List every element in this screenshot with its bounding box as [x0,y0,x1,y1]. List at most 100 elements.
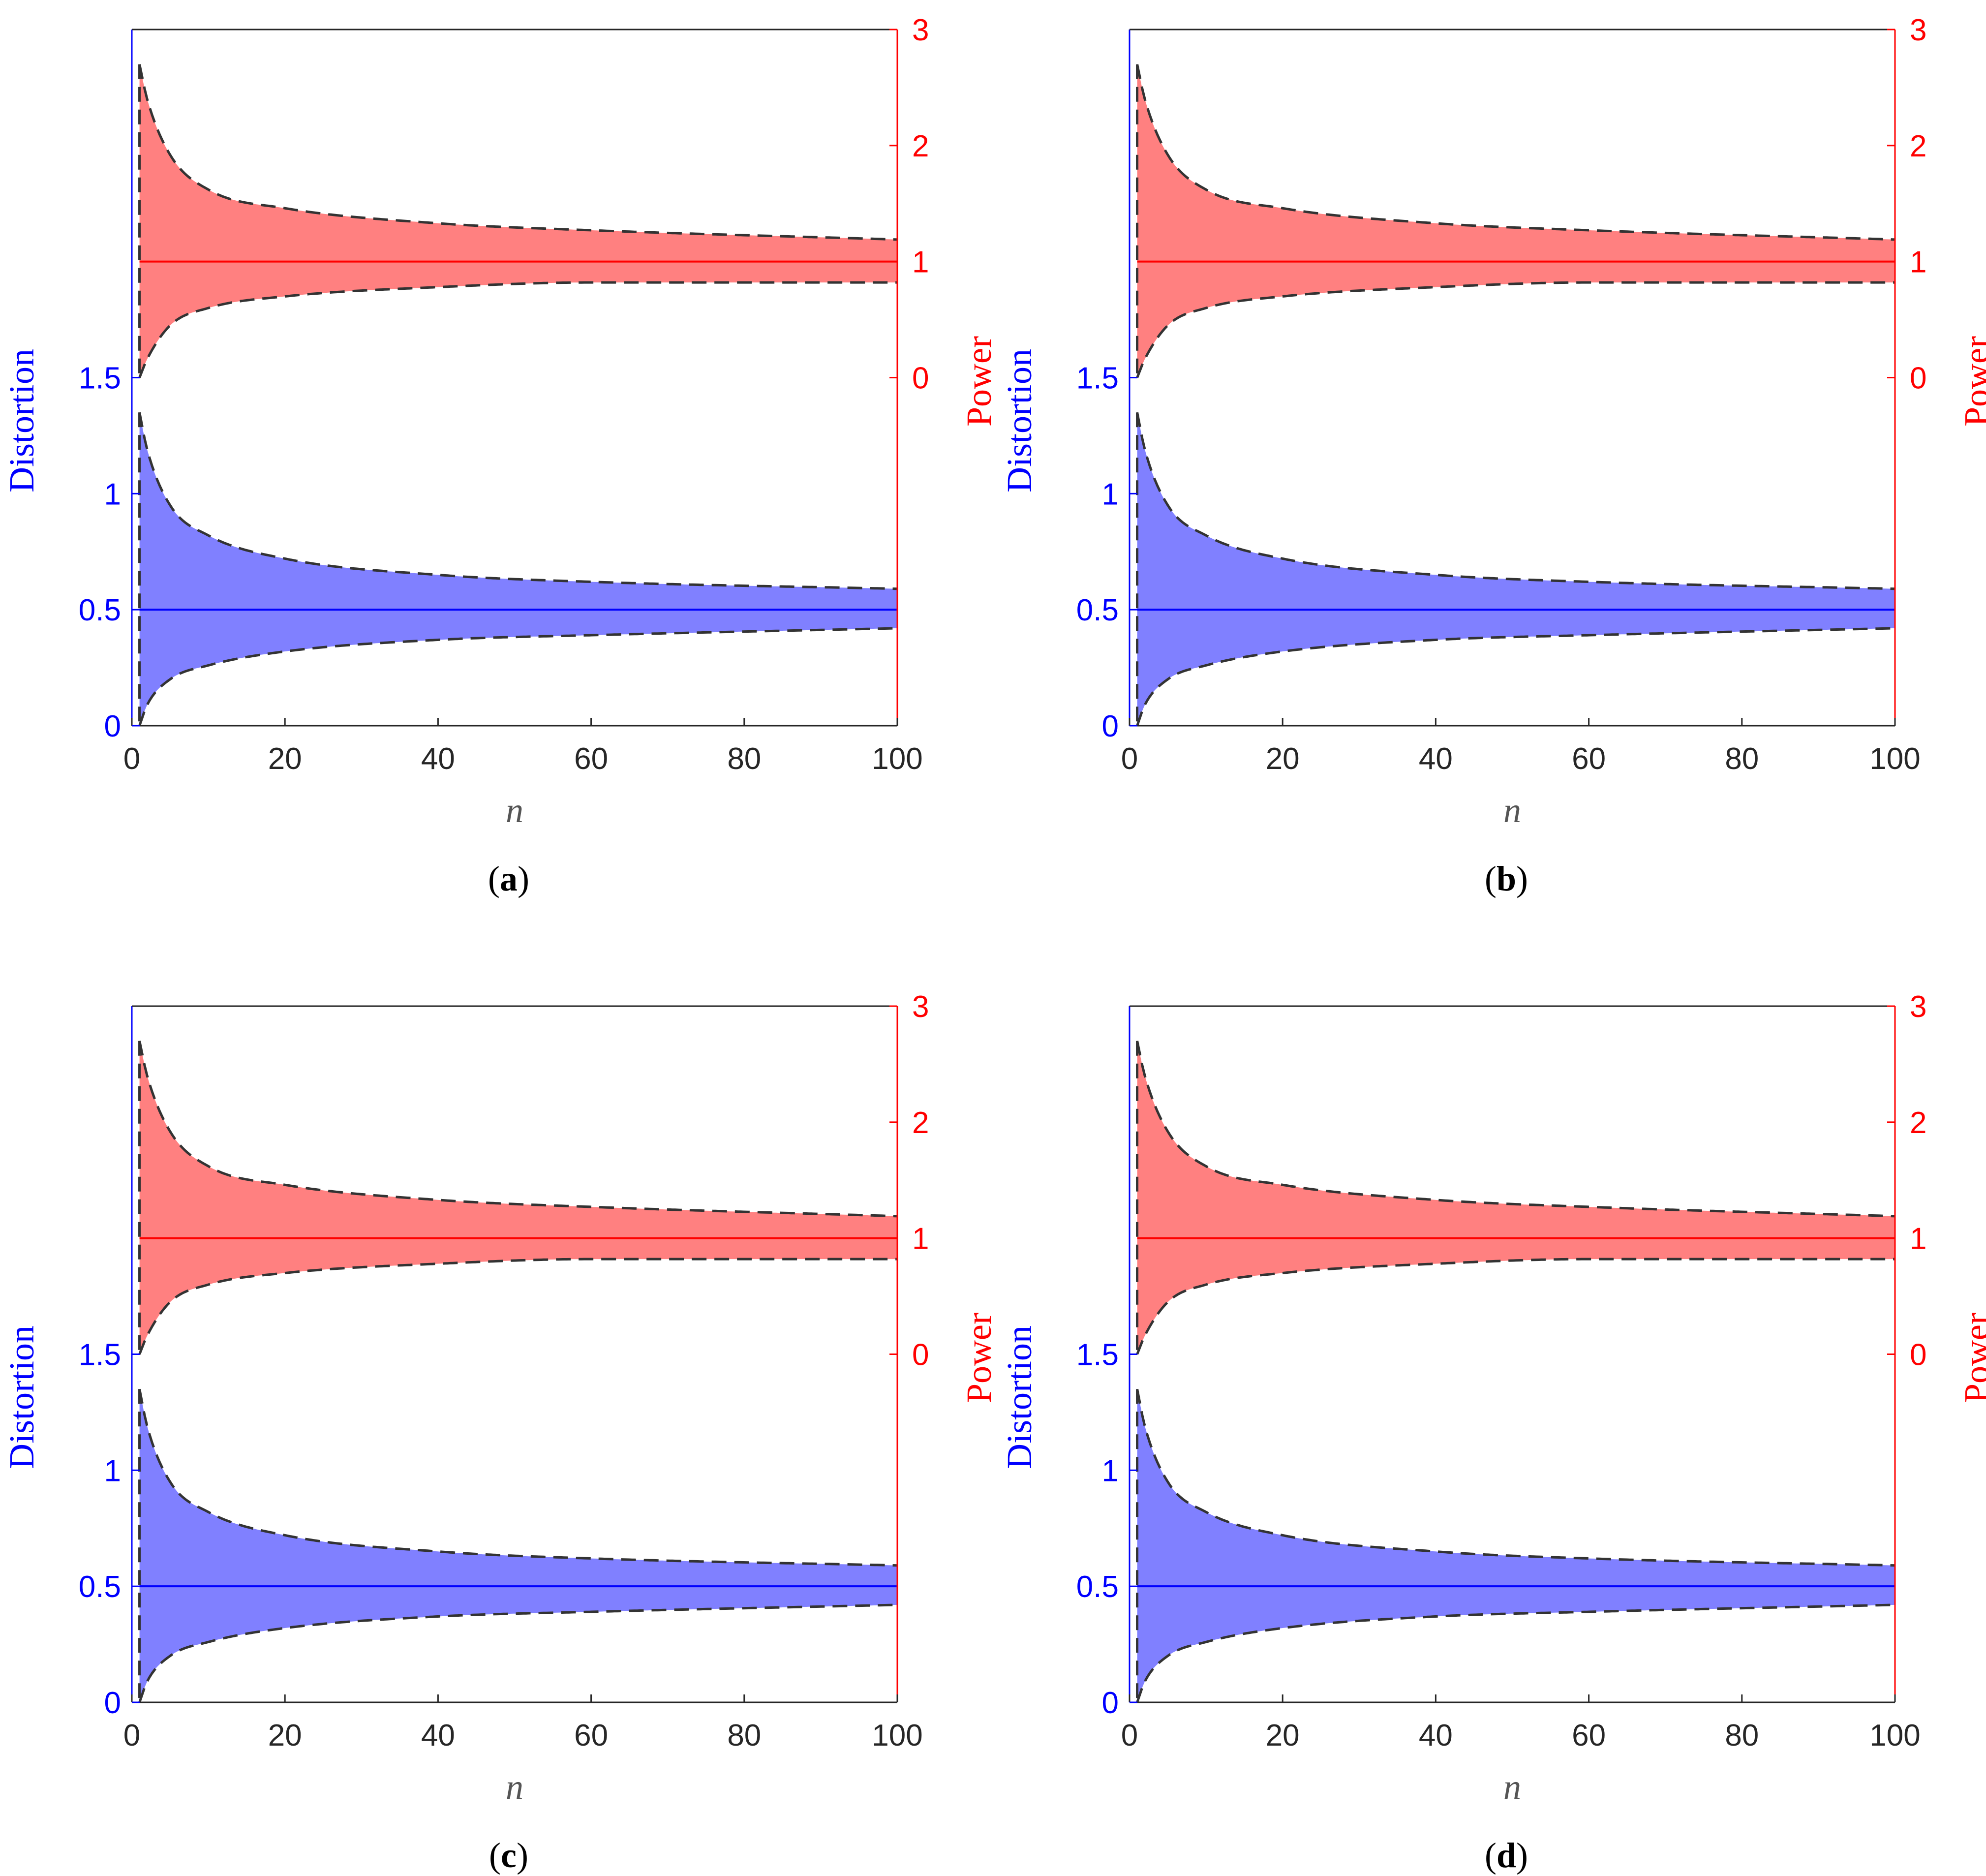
right-y-tick-label: 2 [912,129,929,163]
power-upper-bound-line [138,1041,898,1218]
x-tick-label: 20 [1266,742,1300,776]
power-upper-bound-line [1136,64,1895,241]
x-tick-label: 0 [1121,1719,1138,1753]
right-y-tick-label: 1 [1910,246,1926,279]
x-tick-label: 100 [872,1719,922,1753]
x-axis-title: n [506,791,523,830]
x-tick-label: 0 [123,1719,140,1753]
right-y-tick-label: 0 [1910,362,1926,396]
right-y-tick-label: 1 [1910,1222,1926,1256]
y-axis-title-right: Power [959,1313,999,1403]
left-y-tick-label: 1.5 [79,362,121,396]
x-tick-label: 100 [1869,742,1920,776]
x-tick-label: 40 [421,1719,455,1753]
y-axis-title-left: Distortion [2,349,41,492]
x-tick-label: 60 [574,742,608,776]
x-axis-title: n [1503,1767,1521,1807]
distortion-lower-bound-line [138,1603,898,1703]
power-band-fill [1137,64,1895,378]
panel-caption: (b) [1485,859,1528,898]
left-y-tick-label: 0 [104,709,121,743]
distortion-lower-bound-line [1136,1603,1895,1703]
right-y-tick-label: 3 [912,13,929,47]
x-tick-label: 0 [123,742,140,776]
right-y-tick-label: 0 [912,1338,929,1372]
power-lower-bound-line [1136,281,1895,378]
y-axis-title-right: Power [1957,1313,1986,1403]
x-tick-label: 20 [268,742,302,776]
left-y-tick-label: 0.5 [1076,593,1119,627]
left-y-tick-label: 1 [1102,477,1119,511]
x-tick-label: 100 [872,742,922,776]
power-lower-bound-line [138,1258,897,1355]
x-tick-label: 40 [1419,1719,1453,1753]
distortion-lower-bound-line [138,627,898,726]
distortion-upper-bound-line [1136,412,1895,590]
y-axis-title-left: Distortion [2,1325,41,1469]
x-tick-label: 60 [1572,1719,1606,1753]
x-tick-label: 60 [1572,742,1606,776]
right-y-tick-label: 2 [1910,129,1926,163]
power-lower-bound-line [138,281,897,378]
power-lower-bound-line [1136,1258,1895,1355]
distortion-upper-bound-line [138,1388,898,1567]
panel-caption-letter: d [1497,1836,1516,1875]
y-axis-title-left: Distortion [1000,1325,1039,1469]
left-y-tick-label: 1 [104,1454,121,1488]
distortion-band-fill [1137,412,1895,726]
right-y-tick-label: 0 [912,362,929,396]
x-tick-label: 0 [1121,742,1138,776]
x-axis-title: n [506,1767,523,1807]
left-y-tick-label: 1.5 [1076,362,1119,396]
distortion-upper-bound-line [138,412,898,590]
y-axis-title-left: Distortion [1000,349,1039,492]
right-y-tick-label: 3 [912,990,929,1024]
panel-caption: (a) [488,859,529,898]
distortion-band-fill [1137,1389,1895,1702]
x-axis-title: n [1503,791,1521,830]
panel-caption-letter: c [501,1836,517,1875]
right-y-tick-label: 0 [1910,1338,1926,1372]
x-tick-label: 40 [421,742,455,776]
right-y-tick-label: 3 [1910,990,1926,1024]
power-band-fill [1137,1041,1895,1354]
left-y-tick-label: 1.5 [1076,1338,1119,1372]
distortion-band-fill [139,1389,898,1702]
chart-panel-b: 0 20 40 60 80 100 0 0.5 1 1.5 0 1 2 3 Distortion Power n… [1000,13,1986,898]
panel-caption: (c) [489,1836,528,1875]
left-y-tick-label: 0 [1102,709,1119,743]
x-tick-label: 40 [1419,742,1453,776]
left-y-tick-label: 1.5 [79,1338,121,1372]
power-upper-bound-line [138,64,898,241]
left-y-tick-label: 0.5 [1076,1570,1119,1604]
x-tick-label: 20 [268,1719,302,1753]
x-tick-label: 20 [1266,1719,1300,1753]
x-tick-label: 80 [727,1719,761,1753]
power-band-fill [139,64,898,378]
distortion-upper-bound-line [1136,1388,1895,1567]
left-y-tick-label: 0 [1102,1686,1119,1720]
left-y-tick-label: 1 [104,477,121,511]
distortion-lower-bound-line [1136,627,1895,726]
y-axis-title-right: Power [1957,336,1986,427]
y-axis-title-right: Power [959,336,999,427]
distortion-band-fill [139,412,898,726]
x-tick-label: 100 [1869,1719,1920,1753]
right-y-tick-label: 2 [1910,1106,1926,1140]
x-tick-label: 80 [1725,1719,1759,1753]
right-y-tick-label: 1 [912,1222,929,1256]
x-tick-label: 80 [1725,742,1759,776]
left-y-tick-label: 1 [1102,1454,1119,1488]
x-tick-label: 80 [727,742,761,776]
panel-caption-letter: a [500,859,518,898]
right-y-tick-label: 3 [1910,13,1926,47]
panel-caption-letter: b [1497,859,1516,898]
left-y-tick-label: 0 [104,1686,121,1720]
power-band-fill [139,1041,898,1354]
left-y-tick-label: 0.5 [79,1570,121,1604]
right-y-tick-label: 2 [912,1106,929,1140]
chart-panel-d: 0 20 40 60 80 100 0 0.5 1 1.5 0 1 2 3 Distortion Power n… [1000,990,1986,1875]
left-y-tick-label: 0.5 [79,593,121,627]
power-upper-bound-line [1136,1041,1895,1218]
